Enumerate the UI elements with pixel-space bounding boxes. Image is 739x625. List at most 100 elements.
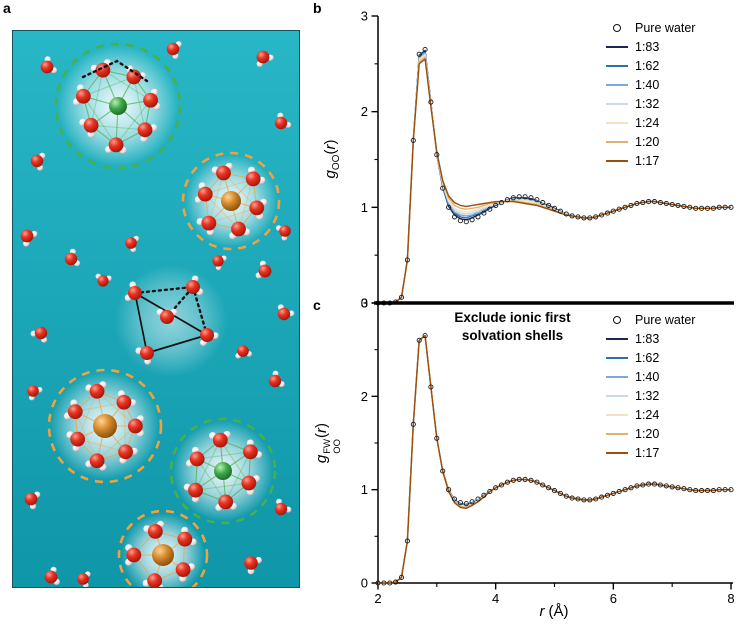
solvation-shell-dashed-circle [181, 151, 281, 251]
legend-item-1-17-label: 1:17 [635, 153, 660, 168]
oxygen-atom [258, 264, 272, 278]
legend-item-1-32: 1:32 [606, 94, 736, 113]
oxygen-atom [244, 556, 258, 570]
oxygen-atom [147, 523, 163, 539]
legend-item-1-62: 1:62 [606, 56, 736, 75]
legend-item-1-40-marker [606, 375, 628, 378]
legend-item-1-83: 1:83 [606, 37, 736, 56]
legend-item-pure-water: Pure water [606, 310, 736, 329]
oxygen-atom [274, 116, 288, 130]
oxygen-atom [128, 286, 142, 300]
x-tick-label: 2 [374, 591, 381, 606]
water-molecule [27, 385, 43, 401]
water-molecule [116, 390, 137, 410]
legend-item-1-24: 1:24 [606, 405, 736, 424]
legend-item-1-17-label: 1:17 [635, 445, 660, 460]
legend-b: Pure water 1:83 1:62 1:40 1:32 1:24 1:20 1:17 [606, 18, 736, 170]
legend-item-1-24: 1:24 [606, 113, 736, 132]
x-tick-label: 6 [610, 591, 617, 606]
series-line-1-17 [378, 335, 731, 584]
water-molecule [255, 260, 272, 279]
water-molecule [196, 215, 217, 236]
legend-item-1-62-label: 1:62 [635, 58, 660, 73]
illustration-panel-a [12, 30, 300, 588]
legend-item-1-62-marker [606, 356, 628, 359]
oxygen-atom [44, 570, 58, 584]
water-molecule [85, 381, 107, 399]
water-molecule [64, 399, 83, 420]
oxygen-atom [218, 494, 234, 510]
legend-item-1-17-marker [606, 451, 628, 454]
y-tick-label-b: 1 [361, 200, 368, 215]
water-molecule [137, 122, 158, 143]
tetrahedron-solid-bond [134, 292, 148, 354]
water-molecule [274, 112, 292, 130]
bulk-water-molecules [20, 41, 295, 587]
oxygen-atom [67, 404, 83, 420]
water-molecule [135, 346, 154, 365]
oxygen-atom [216, 165, 231, 181]
legend-item-1-83-marker [606, 45, 628, 48]
water-molecule [245, 166, 266, 187]
oxygen-atom [70, 431, 86, 447]
water-molecule [124, 281, 142, 302]
water-molecule [211, 162, 233, 181]
tetrahedron-solid-bond [146, 334, 208, 354]
panel-label-a: a [3, 0, 11, 16]
legend-item-1-20-label: 1:20 [635, 134, 660, 149]
oxygen-atom [20, 229, 34, 243]
oxygen-atom [125, 237, 137, 249]
oxygen-atom [77, 573, 89, 585]
water-molecule [177, 526, 197, 547]
oxygen-atom [64, 252, 78, 266]
oxygen-atom [147, 573, 163, 587]
legend-item-pure-water-marker [606, 315, 628, 324]
oxygen-atom [212, 255, 224, 267]
water-molecule [235, 345, 252, 359]
oxygen-atom [40, 60, 54, 74]
water-molecule [243, 439, 263, 460]
annotation-line-2: solvation shells [461, 327, 564, 343]
oxygen-atom [231, 221, 246, 237]
green-ion [109, 97, 127, 115]
legend-item-1-24-label: 1:24 [635, 407, 660, 422]
plot-panel-c: 0 1 2 3 2 4 6 8 [361, 296, 735, 607]
water-molecule [212, 255, 227, 271]
legend-item-pure-water-label: Pure water [635, 312, 696, 327]
water-molecule [274, 498, 292, 516]
solvation-shell-dashed-circle [54, 42, 182, 170]
legend-item-1-62-marker [606, 64, 628, 67]
solvation-shell-dashed-circle [47, 368, 163, 484]
water-molecule [229, 221, 251, 240]
water-molecule [186, 446, 205, 467]
water-molecule [276, 225, 291, 241]
legend-item-1-32-label: 1:32 [635, 388, 660, 403]
legend-item-1-32-label: 1:32 [635, 96, 660, 111]
orange-ion [152, 544, 174, 566]
water-molecule [66, 431, 86, 452]
panel-c-annotation: Exclude ionic first solvation shells [405, 309, 620, 344]
water-molecule [85, 453, 107, 471]
water-molecule [79, 117, 99, 138]
oxygen-atom [189, 451, 205, 467]
oxygen-atom [186, 280, 200, 294]
y-tick-label-c: 0 [361, 576, 368, 591]
y-tick-label-b: 2 [361, 104, 368, 119]
water-molecule [244, 556, 262, 575]
oxygen-atom [243, 444, 258, 460]
water-molecule [127, 415, 144, 437]
y-tick-label-b: 3 [361, 9, 368, 24]
legend-item-1-32: 1:32 [606, 386, 736, 405]
legend-item-1-83-label: 1:83 [635, 39, 660, 54]
legend-item-pure-water-marker [606, 23, 628, 32]
legend-item-1-40-label: 1:40 [635, 369, 660, 384]
oxygen-atom [277, 307, 291, 321]
water-molecule [241, 475, 260, 496]
oxygen-atom [177, 531, 193, 547]
oxygen-atom [245, 171, 261, 187]
oxygen-atom [89, 453, 105, 469]
oxygen-atom [241, 475, 257, 491]
oxygen-atom [237, 345, 249, 357]
solvation-shell-dashed-circle [117, 509, 209, 587]
